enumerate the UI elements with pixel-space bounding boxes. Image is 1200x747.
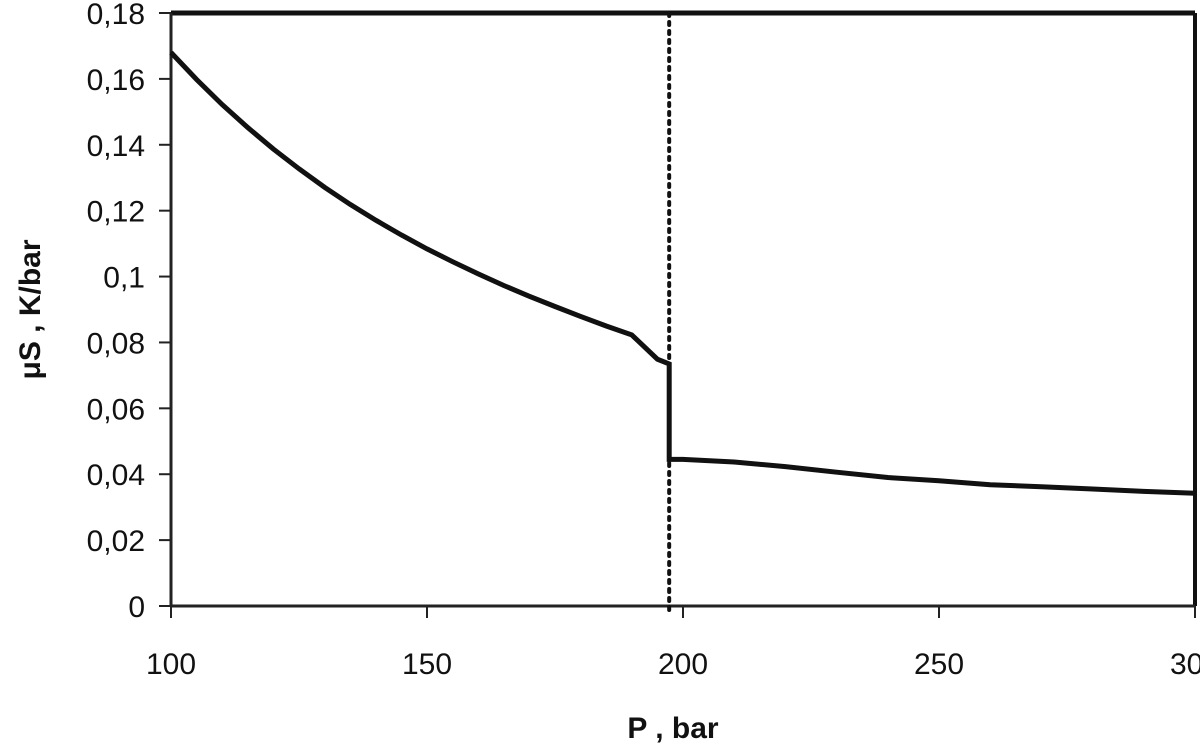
y-tick-label: 0: [128, 591, 145, 624]
data-point: [1091, 488, 1094, 490]
y-tick-label: 0,1: [103, 262, 145, 295]
data-point: [668, 458, 670, 461]
x-axis-tick-labels: 100 150 200 250 300: [146, 648, 1200, 681]
data-point: [272, 148, 275, 150]
data-point: [170, 51, 172, 54]
y-tick-label: 0,12: [87, 196, 145, 229]
y-axis-ticks: [159, 12, 171, 607]
x-tick-label: 200: [658, 648, 708, 681]
data-point: [503, 284, 505, 287]
data-point: [887, 476, 889, 479]
x-tick-label: 150: [402, 648, 452, 681]
series-line: [169, 50, 1196, 496]
data-point: [375, 219, 377, 222]
data-point: [656, 358, 659, 361]
data-point: [195, 78, 198, 81]
data-point: [605, 325, 607, 327]
data-point: [528, 295, 531, 298]
x-axis-title: P , bar: [627, 712, 718, 745]
data-point: [784, 465, 787, 468]
data-point: [323, 186, 326, 189]
y-tick-label: 0,06: [87, 393, 145, 426]
data-point: [579, 315, 582, 318]
data-point: [668, 363, 670, 365]
y-tick-label: 0,16: [87, 64, 145, 97]
data-points: [170, 51, 1196, 495]
y-axis-title: μS , K/bar: [14, 239, 47, 379]
data-point: [835, 471, 838, 474]
data-point: [349, 203, 352, 206]
data-point: [733, 461, 735, 463]
data-point: [682, 458, 684, 461]
x-axis-ticks: [170, 606, 1196, 618]
y-tick-label: 0,08: [87, 327, 145, 360]
data-point: [247, 126, 249, 129]
data-point: [1194, 492, 1196, 495]
data-point: [631, 334, 633, 336]
y-tick-label: 0,18: [87, 0, 145, 31]
x-tick-label: 300: [1170, 648, 1200, 681]
data-point: [554, 305, 556, 308]
y-tick-label: 0,02: [87, 525, 145, 558]
data-point: [426, 248, 428, 250]
data-point: [400, 234, 403, 236]
data-point: [298, 168, 300, 170]
y-axis-tick-labels: 0 0,02 0,04 0,06 0,08 0,1 0,12 0,14 0,16 0,18: [87, 0, 145, 624]
y-tick-label: 0,14: [87, 130, 145, 163]
data-point: [221, 103, 223, 106]
series-group: [169, 50, 1196, 496]
x-tick-label: 100: [146, 648, 196, 681]
y-tick-label: 0,04: [87, 459, 145, 492]
data-point: [477, 273, 480, 275]
x-tick-label: 250: [914, 648, 964, 681]
data-point: [938, 480, 940, 482]
data-point: [1143, 490, 1145, 493]
data-point: [989, 483, 991, 486]
data-point: [1040, 485, 1043, 488]
plot-frame: [169, 10, 1197, 608]
data-point: [451, 260, 454, 263]
